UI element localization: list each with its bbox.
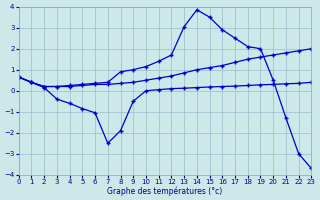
X-axis label: Graphe des températures (°c): Graphe des températures (°c) <box>108 186 223 196</box>
